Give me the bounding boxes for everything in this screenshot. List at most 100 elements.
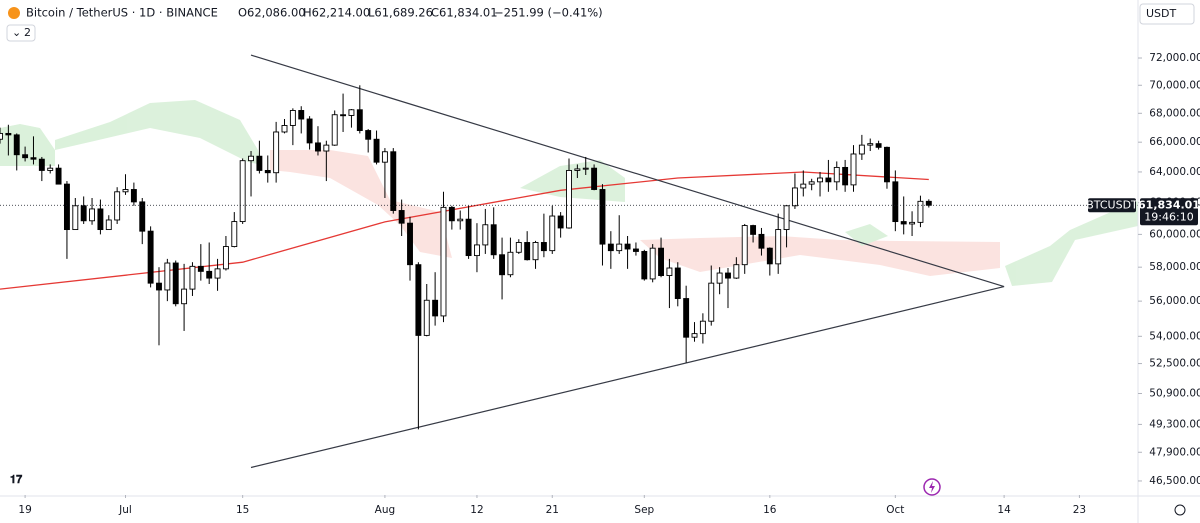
y-tick-label: 52,500.00 bbox=[1149, 358, 1200, 370]
candle-body bbox=[147, 230, 154, 284]
candle-body bbox=[766, 247, 773, 265]
candle-body bbox=[264, 169, 271, 174]
cloud-green bbox=[0, 124, 55, 166]
candle-body bbox=[842, 166, 849, 186]
y-tick-label: 72,000.00 bbox=[1149, 52, 1200, 64]
ohlc-open: O62,086.00 bbox=[238, 6, 306, 20]
candle-body bbox=[909, 221, 916, 225]
candle-body bbox=[448, 206, 455, 222]
candle-body bbox=[164, 262, 171, 291]
price-badge bbox=[1140, 198, 1198, 226]
candle-body bbox=[733, 264, 740, 279]
trendline bbox=[250, 286, 1005, 469]
candle-body bbox=[197, 265, 204, 272]
y-tick-label: 47,900.00 bbox=[1149, 446, 1200, 458]
y-tick-label: 70,000.00 bbox=[1149, 79, 1200, 91]
candle-body bbox=[5, 132, 12, 136]
candle-body bbox=[490, 224, 497, 256]
countdown-label: 19:46:10 bbox=[1144, 210, 1193, 223]
candle-body bbox=[482, 224, 489, 246]
candle-body bbox=[607, 243, 614, 252]
candle-body bbox=[440, 206, 447, 317]
candle-body bbox=[658, 247, 664, 277]
cloud-green bbox=[1005, 200, 1138, 286]
candle-body bbox=[532, 242, 539, 261]
y-tick-label: 54,000.00 bbox=[1149, 330, 1200, 342]
candle-body bbox=[55, 167, 62, 185]
candle-body bbox=[348, 109, 355, 116]
candle-body bbox=[323, 144, 330, 152]
candle-body bbox=[0, 132, 3, 140]
candle-body bbox=[130, 189, 137, 203]
candle-body bbox=[407, 222, 413, 266]
plot-area bbox=[0, 54, 1138, 469]
x-tick-label: 21 bbox=[546, 504, 559, 516]
candle-body bbox=[758, 233, 765, 249]
settings-icon[interactable] bbox=[1174, 504, 1186, 516]
ohlc-high: H62,214.00 bbox=[303, 6, 370, 20]
y-tick-label: 46,500.00 bbox=[1149, 475, 1200, 487]
candle-body bbox=[791, 187, 798, 207]
trendline bbox=[250, 54, 1005, 288]
x-tick-label: Aug bbox=[375, 504, 396, 516]
x-tick-label: Jul bbox=[118, 504, 132, 516]
price-badge-label: 61,834.01 bbox=[1138, 198, 1200, 211]
x-tick-label: 14 bbox=[997, 504, 1011, 516]
candle-body bbox=[306, 118, 313, 144]
candle-body bbox=[256, 155, 263, 171]
candle-body bbox=[222, 246, 229, 270]
candle-body bbox=[557, 215, 564, 229]
symbol-icon bbox=[8, 7, 20, 19]
x-tick-label: Oct bbox=[886, 504, 904, 516]
candle-body bbox=[373, 138, 380, 163]
candle-body bbox=[507, 251, 514, 276]
x-tick-label: 19 bbox=[18, 504, 31, 516]
y-tick-label: 66,000.00 bbox=[1149, 136, 1200, 148]
candle-body bbox=[315, 142, 321, 152]
x-tick-label: 23 bbox=[1073, 504, 1086, 516]
candle-body bbox=[683, 298, 690, 338]
candle-body bbox=[30, 157, 37, 160]
candle-body bbox=[616, 243, 623, 252]
candle-body bbox=[206, 270, 213, 279]
candle-body bbox=[72, 205, 79, 231]
y-tick-label: 49,300.00 bbox=[1149, 418, 1200, 430]
candle-body bbox=[833, 166, 840, 183]
indicators-toggle[interactable] bbox=[6, 24, 36, 42]
y-tick-label: 56,000.00 bbox=[1149, 295, 1200, 307]
candle-body bbox=[189, 265, 196, 290]
candle-body bbox=[139, 201, 146, 232]
x-tick-label: Sep bbox=[634, 504, 654, 516]
candle-body bbox=[298, 110, 305, 120]
candle-body bbox=[156, 282, 162, 291]
candle-body bbox=[524, 242, 531, 261]
candle-body bbox=[750, 225, 757, 235]
candle-body bbox=[884, 146, 890, 183]
candle-body bbox=[273, 131, 280, 174]
candle-body bbox=[566, 169, 572, 229]
tv-logo: 𝟏𝟕 bbox=[10, 473, 23, 486]
ohlc-low: L61,689.26 bbox=[368, 6, 433, 20]
candle-body bbox=[666, 267, 673, 277]
candle-body bbox=[114, 191, 121, 221]
candle-body bbox=[239, 160, 246, 223]
cloud-red bbox=[270, 150, 452, 258]
candle-body bbox=[398, 210, 405, 224]
candle-body bbox=[89, 208, 95, 222]
currency-select[interactable] bbox=[1139, 3, 1195, 25]
candle-body bbox=[231, 221, 238, 248]
candle-body bbox=[632, 248, 639, 252]
candle-body bbox=[691, 333, 698, 338]
candle-body bbox=[800, 183, 807, 189]
cloud-red bbox=[640, 236, 1000, 276]
lightning-icon[interactable] bbox=[923, 478, 941, 496]
chevron: ⌄ bbox=[12, 26, 21, 39]
currency-label: USDT bbox=[1146, 7, 1177, 20]
cloud-green bbox=[520, 160, 625, 202]
candle-body bbox=[515, 242, 522, 253]
candle-body bbox=[817, 177, 823, 183]
lightning-glyph bbox=[929, 481, 935, 493]
candle-body bbox=[858, 144, 865, 155]
candle-body bbox=[808, 181, 815, 185]
candle-body bbox=[917, 200, 924, 223]
